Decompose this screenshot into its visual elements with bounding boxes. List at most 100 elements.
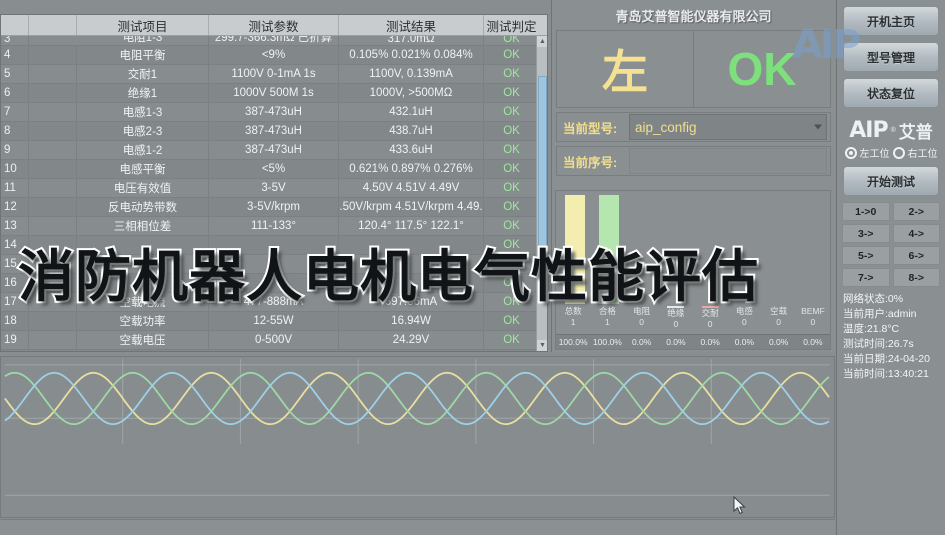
table-row[interactable]: 16 OK bbox=[1, 274, 547, 293]
table-scrollbar[interactable]: ▲ ▼ bbox=[536, 36, 547, 351]
aip-logo-chinese: 艾普 bbox=[898, 122, 933, 142]
table-row[interactable]: 5 交耐1 1100V 0-1mA 1s 1100V, 0.139mA OK bbox=[1, 65, 547, 84]
cell-item: 电感1-3 bbox=[77, 103, 209, 121]
table-row[interactable]: 17 空载电流 477-888mA 697.36mA OK bbox=[1, 293, 547, 312]
table-row[interactable]: 12 反电动势带数 3-5V/krpm 4.50V/krpm 4.51V/krpm 4… bbox=[1, 198, 547, 217]
table-row[interactable]: 10 电感平衡 <5% 0.621% 0.897% 0.276% OK bbox=[1, 160, 547, 179]
step-cell[interactable]: 6-> bbox=[892, 246, 940, 265]
start-test-button[interactable]: 开始测试 bbox=[843, 166, 939, 196]
cell-result: 317.0mΩ bbox=[339, 36, 484, 45]
table-row[interactable]: 19 空载电压 0-500V 24.29V OK bbox=[1, 331, 547, 350]
column-header-item: 测试项目 bbox=[77, 15, 209, 35]
statistics-bar-chart: 总数 1 合格 1 电阻 0 绝缘 0 交耐 0 电感 0 空载 0 BEMF 0 100.0% 100.0% 0… bbox=[555, 190, 831, 350]
cell-result: 432.1uH bbox=[339, 103, 484, 121]
chevron-down-icon[interactable] bbox=[814, 124, 822, 130]
cell-judge: OK bbox=[503, 125, 520, 137]
cell-judge: OK bbox=[503, 277, 520, 289]
cell-item: 交耐1 bbox=[77, 65, 209, 83]
cell-param: 3-5V/krpm bbox=[209, 198, 339, 216]
bar-column bbox=[592, 195, 626, 304]
step-cell[interactable]: 7-> bbox=[842, 268, 890, 287]
bar-count-text: 0 bbox=[742, 316, 747, 327]
status-reset-button[interactable]: 状态复位 bbox=[843, 78, 939, 108]
serial-field-row: 当前序号: bbox=[556, 146, 831, 176]
bar-count-text: 1 bbox=[570, 316, 576, 327]
cell-idx: 19 bbox=[1, 331, 29, 349]
radio-right-station-icon[interactable] bbox=[892, 146, 905, 159]
cell-result bbox=[339, 255, 484, 273]
info-line: 网络状态:0% bbox=[843, 293, 904, 305]
scroll-down-icon[interactable]: ▼ bbox=[537, 340, 547, 351]
bar-label-BEMF: BEMF 0 bbox=[796, 304, 830, 334]
radio-left-station-label[interactable]: 左工位 bbox=[859, 149, 890, 160]
scrollbar-thumb[interactable] bbox=[538, 76, 547, 294]
serial-input[interactable] bbox=[629, 148, 827, 174]
table-row[interactable]: 3 电阻1-3 299.7-366.3mΩ 已折算 317.0mΩ OK bbox=[1, 36, 547, 46]
cell-blank bbox=[29, 198, 77, 216]
step-cell[interactable]: 2-> bbox=[892, 202, 940, 221]
table-body[interactable]: 3 电阻1-3 299.7-366.3mΩ 已折算 317.0mΩ OK 4 电阻平衡 <9%… bbox=[1, 36, 547, 351]
table-row[interactable]: 18 空载功率 12-55W 16.94W OK bbox=[1, 312, 547, 331]
bar-label-电感: 电感 0 bbox=[727, 304, 761, 334]
radio-right-station-label[interactable]: 右工位 bbox=[907, 149, 938, 160]
bar-percent-绝缘: 0.0% bbox=[666, 337, 686, 347]
cell-blank bbox=[29, 103, 77, 121]
table-row[interactable]: 11 电压有效值 3-5V 4.50V 4.51V 4.49V OK bbox=[1, 179, 547, 198]
cell-idx: 3 bbox=[1, 36, 29, 45]
cell-judge: OK bbox=[503, 163, 520, 175]
info-line: 当前时间:13:40:21 bbox=[843, 368, 929, 380]
radio-left-station-icon[interactable] bbox=[844, 146, 857, 159]
cell-result: 433.6uH bbox=[339, 141, 484, 159]
cell-judge: OK bbox=[503, 144, 520, 156]
column-header-judge: 测试判定 bbox=[486, 19, 537, 34]
table-row[interactable]: 7 电感1-3 387-473uH 432.1uH OK bbox=[1, 103, 547, 122]
bar-percent-合格: 100.0% bbox=[592, 337, 622, 347]
cell-idx: 10 bbox=[1, 160, 29, 178]
info-line: 当前用户:admin bbox=[843, 308, 917, 320]
table-row[interactable]: 15 OK bbox=[1, 255, 547, 274]
cell-blank bbox=[29, 179, 77, 197]
cell-item: 电感2-3 bbox=[77, 122, 209, 140]
table-row[interactable]: 13 三相相位差 111-133° 120.4° 117.5° 122.1° OK bbox=[1, 217, 547, 236]
cell-judge: OK bbox=[503, 334, 520, 346]
cell-idx: 9 bbox=[1, 141, 29, 159]
home-button[interactable]: 开机主页 bbox=[843, 6, 939, 36]
cell-item: 空载电流 bbox=[77, 293, 209, 311]
table-row[interactable]: 9 电感1-2 387-473uH 433.6uH OK bbox=[1, 141, 547, 160]
cell-result: 4.50V 4.51V 4.49V bbox=[339, 179, 484, 197]
cell-param: 1000V 500M 1s bbox=[209, 84, 339, 102]
verdict-indicator: OK bbox=[727, 43, 797, 95]
step-cell[interactable]: 1->0 bbox=[842, 202, 890, 221]
scroll-up-icon[interactable]: ▲ bbox=[537, 36, 547, 47]
column-header-param: 测试参数 bbox=[209, 15, 339, 35]
model-field-row: 当前型号: aip_config bbox=[556, 112, 831, 142]
cell-result: 697.36mA bbox=[339, 293, 484, 311]
table-header-row: 测试项目 测试参数 测试结果 测试判定 bbox=[1, 15, 547, 36]
waveform-gridlines bbox=[4, 358, 831, 496]
big-status-box: 左 OK bbox=[556, 30, 831, 108]
model-select[interactable]: aip_config bbox=[629, 114, 827, 140]
cell-judge: OK bbox=[503, 106, 520, 118]
waveform-phase-w bbox=[4, 371, 830, 426]
table-row[interactable]: 6 绝缘1 1000V 500M 1s 1000V, >500MΩ OK bbox=[1, 84, 547, 103]
cell-judge: OK bbox=[503, 68, 520, 80]
table-row[interactable]: 14 OK bbox=[1, 236, 547, 255]
cell-result: 24.29V bbox=[339, 331, 484, 349]
step-cell[interactable]: 3-> bbox=[842, 224, 890, 243]
step-cell[interactable]: 8-> bbox=[892, 268, 940, 287]
cell-blank bbox=[29, 293, 77, 311]
cell-item: 三相相位差 bbox=[77, 217, 209, 235]
bar-column bbox=[727, 195, 761, 304]
company-name: 青岛艾普智能仪器有限公司 bbox=[615, 8, 772, 24]
cell-item: 电阻1-3 bbox=[77, 36, 209, 45]
column-header-blank bbox=[29, 15, 77, 35]
step-cell[interactable]: 5-> bbox=[842, 246, 890, 265]
bar-percent-BEMF: 0.0% bbox=[803, 337, 823, 347]
table-row[interactable]: 4 电阻平衡 <9% 0.105% 0.021% 0.084% OK bbox=[1, 46, 547, 65]
step-cell[interactable]: 4-> bbox=[892, 224, 940, 243]
model-manage-button[interactable]: 型号管理 bbox=[843, 42, 939, 72]
cell-item: 空载电压 bbox=[77, 331, 209, 349]
cell-item: 电感平衡 bbox=[77, 160, 209, 178]
bar-column bbox=[558, 195, 592, 304]
table-row[interactable]: 8 电感2-3 387-473uH 438.7uH OK bbox=[1, 122, 547, 141]
